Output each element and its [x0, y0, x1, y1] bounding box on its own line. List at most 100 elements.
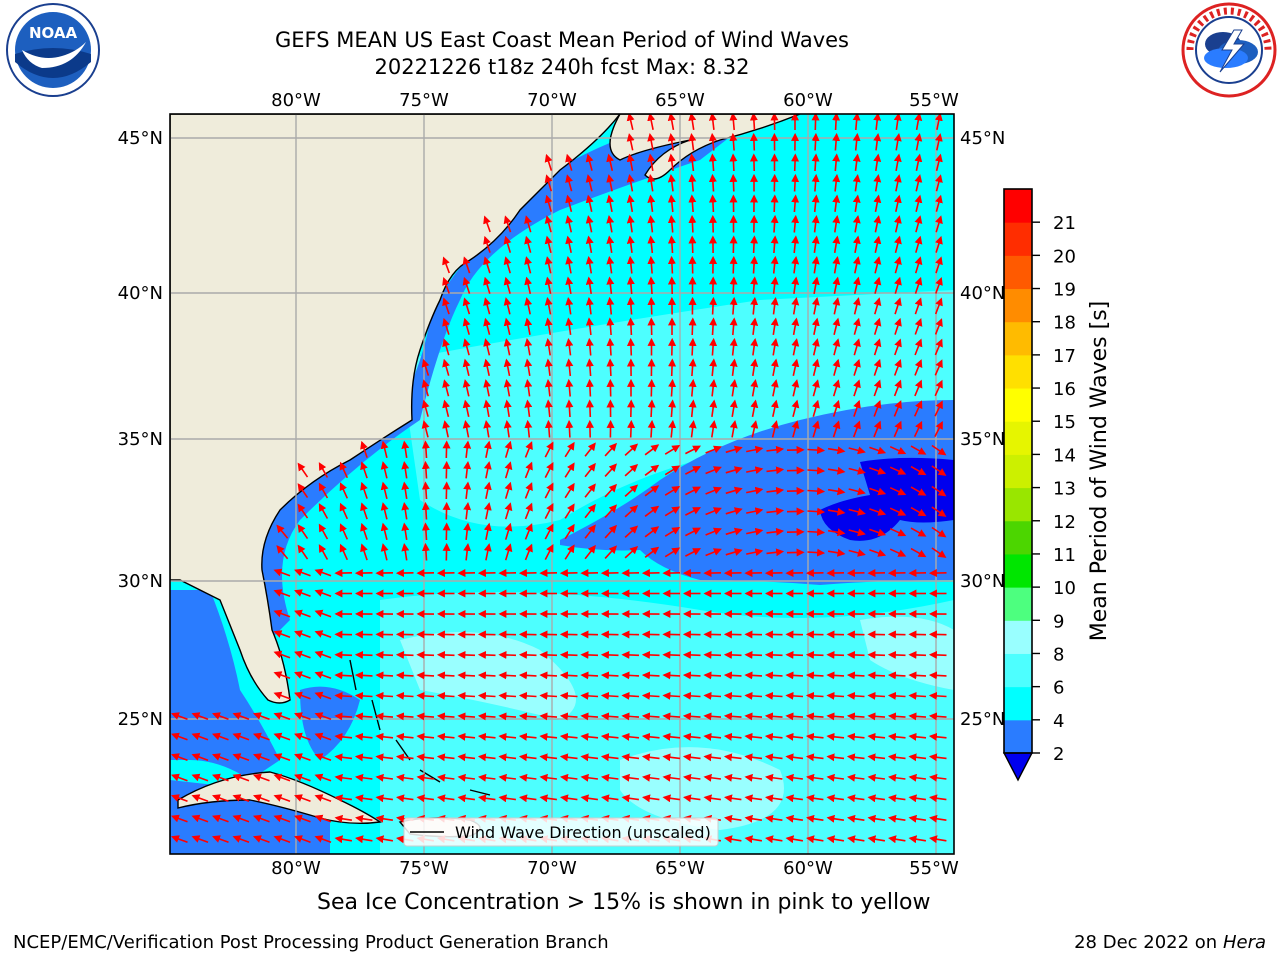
wave-direction-arrow — [852, 276, 861, 294]
wave-direction-arrow — [847, 794, 865, 803]
wave-direction-arrow — [170, 835, 188, 843]
wave-direction-arrow — [462, 317, 471, 335]
wave-direction-arrow — [477, 650, 496, 659]
colorbar-segment — [1004, 487, 1032, 522]
wave-direction-arrow — [462, 276, 471, 294]
wave-direction-arrow — [626, 337, 635, 356]
wave-direction-arrow — [462, 256, 471, 274]
wave-direction-arrow — [791, 153, 800, 172]
wave-direction-arrow — [601, 794, 619, 803]
wave-direction-arrow — [355, 773, 373, 782]
noaa-logo-text: NOAA — [29, 24, 78, 42]
ocean-patch-light-2 — [620, 747, 784, 830]
wave-direction-arrow — [442, 338, 450, 356]
wave-direction-arrow — [624, 464, 639, 477]
wave-direction-arrow — [544, 523, 554, 540]
wave-direction-arrow — [565, 338, 574, 356]
wave-direction-arrow — [539, 753, 558, 762]
wave-direction-arrow — [457, 794, 476, 803]
lat-label: 30°N — [118, 571, 163, 592]
colorbar-ticks: 2 4 6 8 9 10 11 12 13 14 15 16 17 18 19 20 21 — [1032, 213, 1076, 765]
wave-direction-arrow — [273, 630, 291, 638]
wave-direction-arrow — [626, 235, 635, 254]
wave-direction-arrow — [729, 317, 738, 336]
colorbar-frame — [1003, 188, 1033, 754]
wave-direction-arrow — [914, 379, 923, 397]
wave-direction-arrow — [703, 794, 722, 803]
wave-direction-arrow — [421, 460, 430, 479]
wave-direction-arrow — [805, 712, 824, 721]
wave-direction-arrow — [604, 524, 617, 539]
wave-direction-arrow — [931, 444, 947, 456]
wave-direction-arrow — [232, 712, 250, 720]
wave-direction-arrow — [442, 297, 450, 315]
lat-labels-left: 45°N 40°N 35°N 30°N 25°N — [118, 128, 163, 730]
wave-direction-arrow — [626, 194, 635, 213]
wave-direction-arrow — [293, 609, 311, 618]
wave-direction-arrow — [750, 296, 759, 315]
wave-direction-arrow — [664, 465, 681, 476]
wave-direction-arrow — [647, 255, 656, 274]
wave-direction-arrow — [827, 466, 846, 475]
wave-direction-arrow — [273, 712, 291, 720]
wave-direction-arrow — [580, 650, 599, 659]
wave-direction-arrow — [585, 215, 594, 233]
wave-direction-arrow — [807, 528, 826, 537]
wave-direction-arrow — [355, 835, 373, 844]
wave-direction-arrow — [791, 214, 800, 233]
lat-labels-right: 45°N 40°N 35°N 30°N 25°N — [960, 128, 1005, 730]
wave-direction-arrow — [483, 399, 492, 418]
wave-direction-arrow — [442, 317, 450, 335]
footer-host: Hera — [1222, 932, 1266, 953]
wave-direction-arrow — [894, 235, 902, 253]
wave-direction-arrow — [297, 483, 309, 499]
lon-label: 80°W — [271, 858, 321, 879]
wave-direction-arrow — [708, 173, 717, 192]
wave-direction-arrow — [416, 671, 435, 680]
wave-direction-arrow — [709, 337, 718, 356]
wave-direction-arrow — [914, 359, 923, 376]
wave-direction-arrow — [170, 773, 188, 782]
wave-direction-arrow — [806, 773, 824, 782]
wave-direction-arrow — [688, 378, 697, 397]
wave-direction-arrow — [519, 794, 537, 803]
wave-direction-arrow — [544, 215, 553, 233]
wave-direction-arrow — [293, 712, 311, 720]
wave-direction-arrow — [908, 794, 927, 803]
lon-label: 55°W — [909, 90, 959, 111]
wave-direction-arrow — [744, 691, 763, 700]
wave-direction-arrow — [791, 358, 800, 376]
wave-direction-arrow — [463, 461, 472, 479]
colorbar-tick-label: 14 — [1053, 445, 1076, 466]
wave-direction-arrow — [685, 507, 702, 516]
wave-direction-arrow — [396, 773, 414, 782]
wave-direction-arrow — [334, 773, 353, 782]
wave-direction-arrow — [812, 420, 820, 438]
wave-direction-arrow — [463, 502, 472, 520]
wave-direction-arrow — [729, 153, 738, 172]
wave-direction-arrow — [703, 712, 722, 721]
wave-direction-arrow — [668, 358, 677, 377]
wave-direction-arrow — [314, 650, 332, 659]
wave-direction-arrow — [641, 712, 660, 721]
wave-direction-arrow — [914, 276, 923, 294]
lat-label: 40°N — [960, 283, 1005, 304]
wave-direction-arrow — [914, 114, 923, 131]
wave-direction-arrow — [334, 794, 353, 803]
wave-direction-arrow — [929, 814, 947, 823]
wave-direction-arrow — [477, 753, 496, 762]
wave-direction-arrow — [498, 691, 517, 700]
wave-direction-arrow — [519, 773, 537, 782]
wave-direction-arrow — [807, 507, 826, 516]
wave-direction-arrow — [442, 276, 450, 294]
wave-direction-arrow — [564, 544, 575, 560]
wave-direction-arrow — [401, 502, 410, 520]
wave-direction-arrow — [314, 691, 332, 700]
colorbar-segment — [1004, 222, 1032, 256]
wave-direction-arrow — [518, 753, 537, 762]
wave-direction-arrow — [914, 338, 923, 356]
colorbar-segment — [1004, 288, 1032, 323]
wave-direction-arrow — [600, 712, 619, 721]
wave-direction-arrow — [832, 132, 841, 151]
wave-direction-arrow — [805, 650, 824, 659]
